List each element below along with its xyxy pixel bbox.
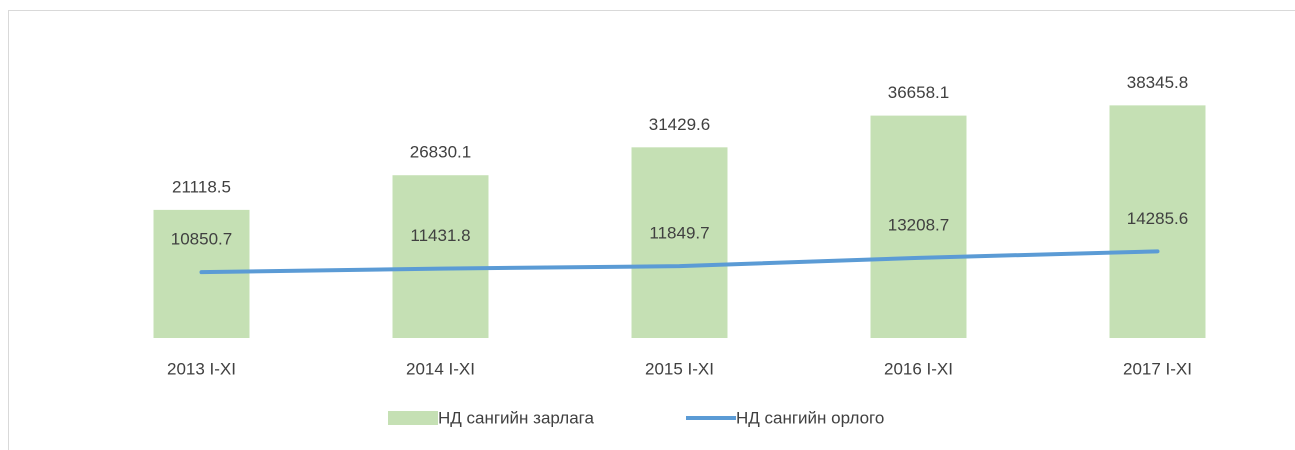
bar — [631, 147, 728, 338]
line-value-label: 11849.7 — [649, 224, 709, 243]
bar-value-label: 31429.6 — [649, 115, 710, 134]
x-tick-label: 2014 I-XI — [406, 359, 475, 378]
x-tick-label: 2013 I-XI — [167, 359, 236, 378]
line-value-label: 13208.7 — [888, 215, 949, 234]
bar — [870, 115, 967, 338]
legend-label: НД сангийн орлого — [736, 408, 884, 427]
line-value-label: 11431.8 — [410, 226, 470, 245]
bar-value-label: 26830.1 — [410, 143, 471, 162]
bar — [392, 175, 489, 338]
line-value-label: 14285.6 — [1127, 209, 1188, 228]
x-tick-label: 2017 I-XI — [1123, 359, 1192, 378]
line-value-label: 10850.7 — [171, 230, 232, 249]
bar — [1109, 105, 1206, 339]
legend-label: НД сангийн зарлага — [438, 408, 594, 427]
x-tick-label: 2015 I-XI — [645, 359, 714, 378]
line — [199, 249, 1160, 275]
x-tick-label: 2016 I-XI — [884, 359, 953, 378]
bar-value-label: 21118.5 — [172, 177, 231, 196]
bar-value-label: 36658.1 — [888, 83, 949, 102]
legend-swatch — [388, 411, 438, 425]
bar-value-label: 38345.8 — [1127, 73, 1188, 92]
chart-frame — [8, 10, 1295, 450]
